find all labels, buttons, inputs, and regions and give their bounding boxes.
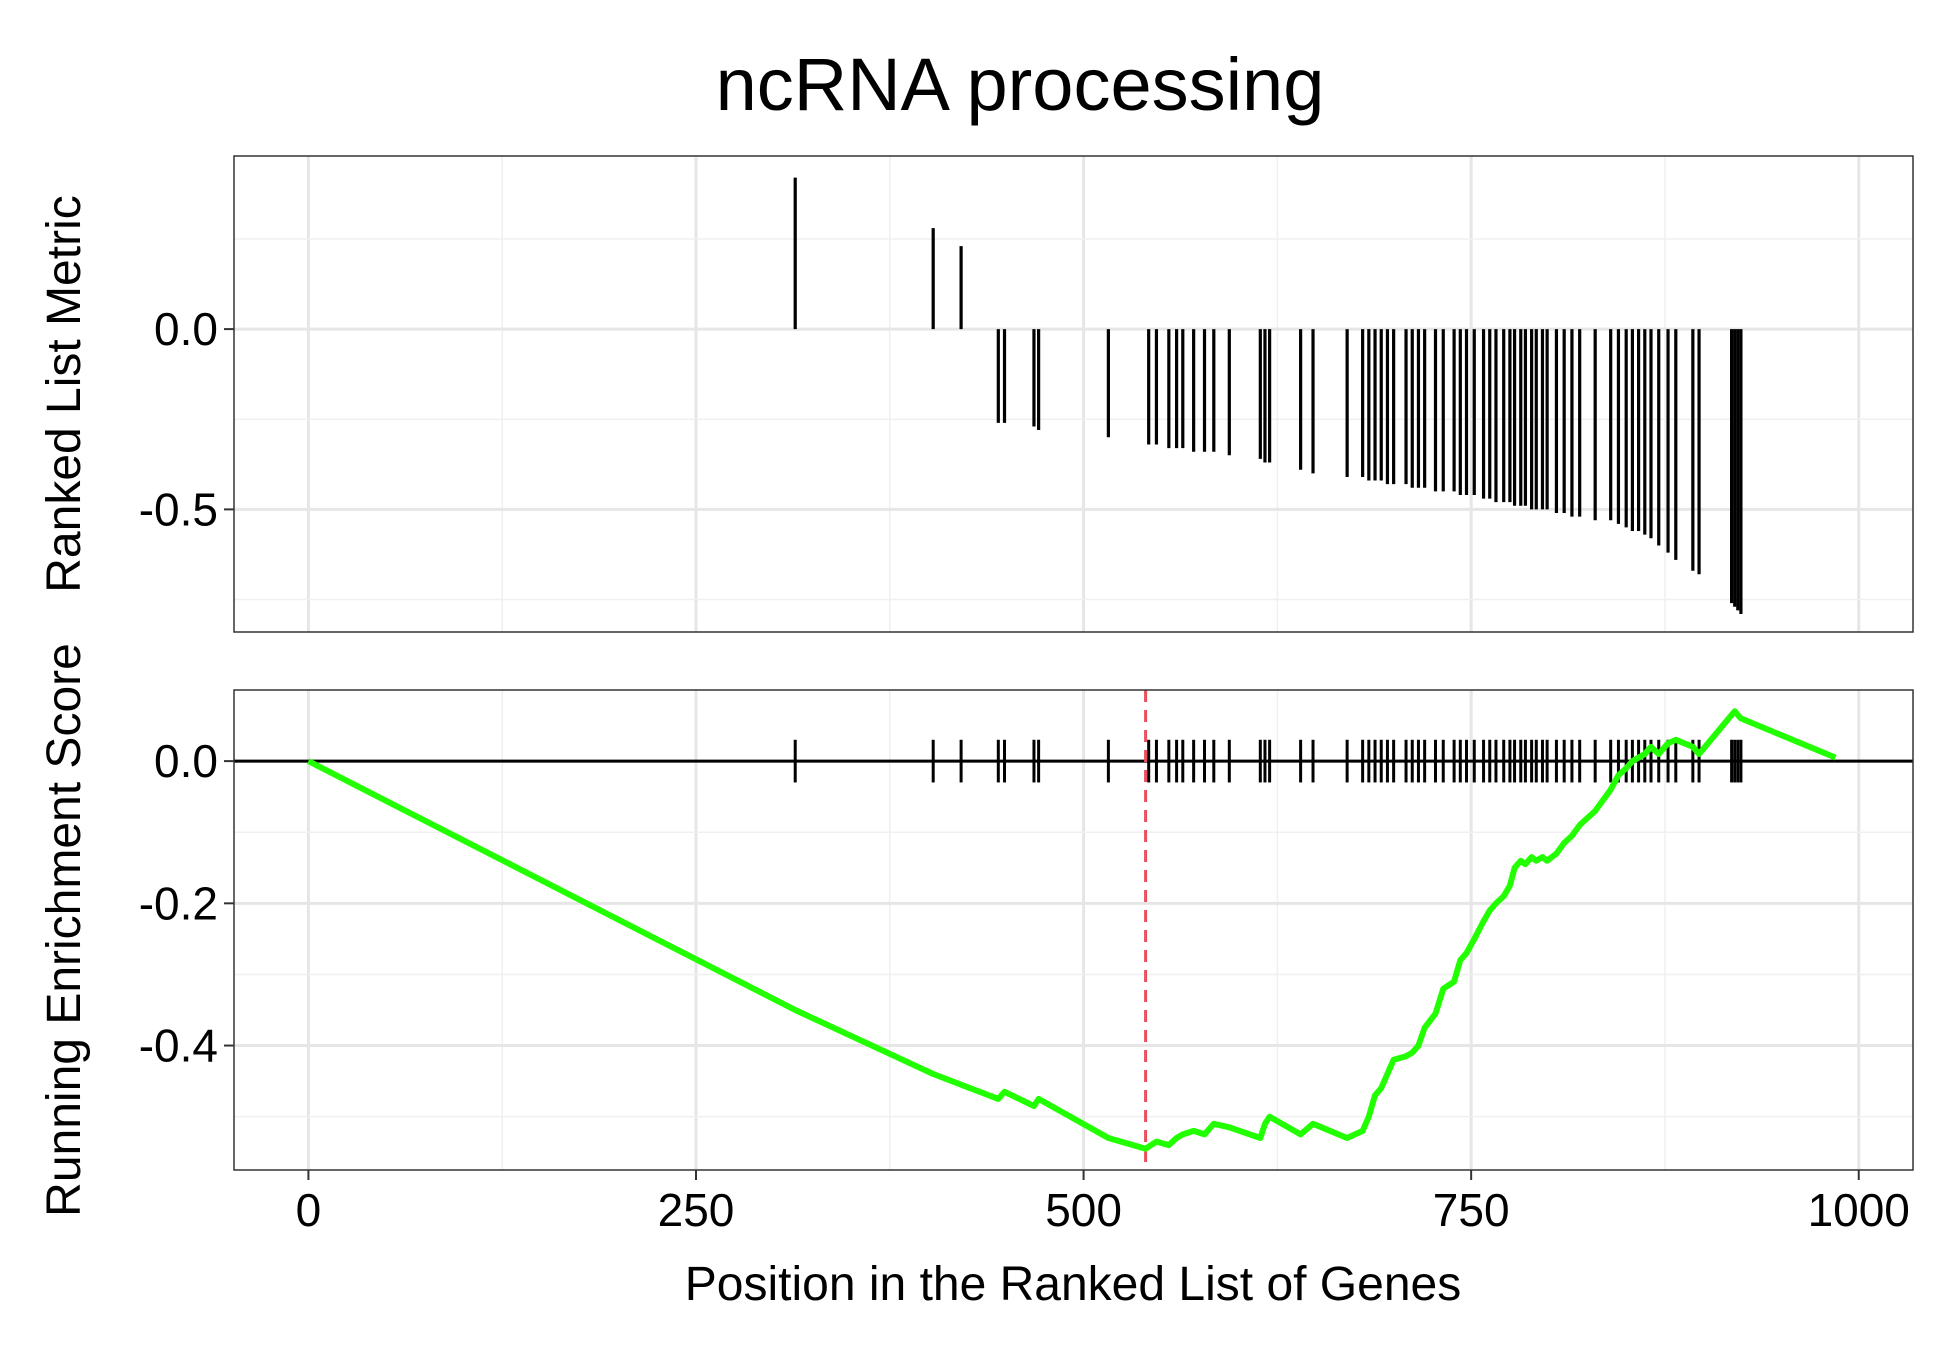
top-y-axis-label: Ranked List Metric — [38, 195, 91, 592]
x-tick-label: 250 — [658, 1184, 735, 1236]
x-axis-label: Position in the Ranked List of Genes — [685, 1258, 1461, 1311]
bottom-panel-grid — [234, 690, 1913, 1170]
top-panel-border — [233, 155, 1914, 633]
x-axis-ticks: 0 250 500 750 1000 — [296, 1170, 1910, 1236]
x-tick-label: 0 — [296, 1184, 322, 1236]
chart-title: ncRNA processing — [716, 43, 1325, 126]
bottom-panel: 0.0 -0.2 -0.4 0 250 500 750 1000 — [139, 689, 1914, 1236]
top-panel-grid — [234, 156, 1913, 632]
bottom-y-tick-label: 0.0 — [154, 735, 218, 787]
top-panel-y-ticks: 0.0 -0.5 — [139, 303, 234, 535]
hit-ticks — [793, 690, 1743, 1170]
top-panel: 0.0 -0.5 — [139, 155, 1914, 633]
bottom-panel-y-ticks: 0.0 -0.2 -0.4 — [139, 735, 234, 1072]
bottom-y-tick-label: -0.4 — [139, 1020, 218, 1072]
top-y-tick-label: 0.0 — [154, 303, 218, 355]
metric-bars — [793, 177, 1743, 614]
bottom-y-tick-label: -0.2 — [139, 877, 218, 929]
bottom-panel-border — [233, 689, 1914, 1171]
enrichment-score-line — [307, 708, 1837, 1152]
bottom-y-axis-label: Running Enrichment Score — [38, 643, 91, 1217]
x-tick-label: 1000 — [1808, 1184, 1910, 1236]
enrichment-line — [307, 708, 1837, 1152]
top-y-tick-label: -0.5 — [139, 483, 218, 535]
x-tick-label: 500 — [1045, 1184, 1122, 1236]
x-tick-label: 750 — [1433, 1184, 1510, 1236]
